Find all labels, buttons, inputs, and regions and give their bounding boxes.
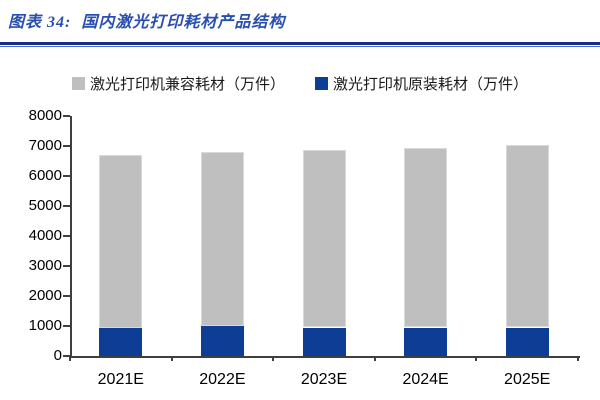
x-axis-tick — [475, 356, 478, 361]
bar-segment-original — [99, 327, 143, 356]
y-axis-label: 1000 — [28, 317, 62, 334]
bar-segment-original — [200, 326, 244, 356]
x-axis-tick — [272, 356, 275, 361]
y-axis-label: 7000 — [28, 137, 62, 154]
bar-segment-compatible — [99, 155, 143, 328]
y-axis-tick — [63, 265, 70, 267]
x-axis-tick — [69, 356, 71, 361]
bar-segment-compatible — [302, 149, 346, 328]
y-axis-label: 5000 — [28, 197, 62, 214]
chart-title: 图表 34: 国内激光打印耗材产品结构 — [8, 14, 286, 31]
legend-item: 激光打印机原装耗材（万件） — [315, 73, 528, 94]
legend-label: 激光打印机原装耗材（万件） — [333, 77, 529, 93]
y-axis-label: 2000 — [28, 287, 62, 304]
plot-area — [70, 116, 580, 358]
x-axis-tick — [373, 356, 376, 361]
y-axis-tick — [63, 295, 70, 297]
x-axis-label: 2023E — [300, 371, 348, 388]
bar-segment-original — [505, 327, 549, 356]
y-axis-tick — [63, 205, 70, 207]
legend-swatch — [315, 77, 328, 90]
legend-swatch — [71, 77, 85, 90]
title-divider-thick — [0, 42, 600, 45]
x-axis-label: 2022E — [199, 371, 246, 388]
legend-label: 激光打印机兼容耗材（万件） — [89, 77, 285, 93]
bar-segment-original — [404, 327, 448, 356]
y-axis-label: 4000 — [28, 227, 62, 244]
legend: 激光打印机兼容耗材（万件） 激光打印机原装耗材（万件） — [0, 73, 600, 94]
title-divider-thin — [0, 46, 600, 47]
x-axis-label: 2024E — [402, 371, 449, 388]
bar-segment-compatible — [505, 144, 549, 328]
x-axis-label: 2021E — [97, 371, 144, 388]
y-axis-label: 3000 — [28, 257, 62, 274]
bar-segment-compatible — [200, 152, 244, 326]
y-axis-tick — [63, 175, 70, 177]
y-axis-label: 8000 — [28, 107, 62, 124]
y-axis-tick — [63, 115, 70, 117]
y-axis-tick — [63, 235, 70, 237]
y-axis-label: 0 — [53, 347, 62, 364]
legend-item: 激光打印机兼容耗材（万件） — [71, 73, 285, 94]
y-axis-label: 6000 — [28, 167, 62, 184]
y-axis-tick — [63, 145, 70, 147]
bar-segment-original — [302, 327, 346, 356]
x-axis-label: 2025E — [504, 371, 551, 388]
y-axis-tick — [63, 325, 70, 327]
y-axis-tick — [63, 355, 70, 357]
bar-segment-compatible — [404, 148, 448, 328]
x-axis-tick — [170, 356, 173, 361]
x-axis-tick — [577, 356, 579, 361]
